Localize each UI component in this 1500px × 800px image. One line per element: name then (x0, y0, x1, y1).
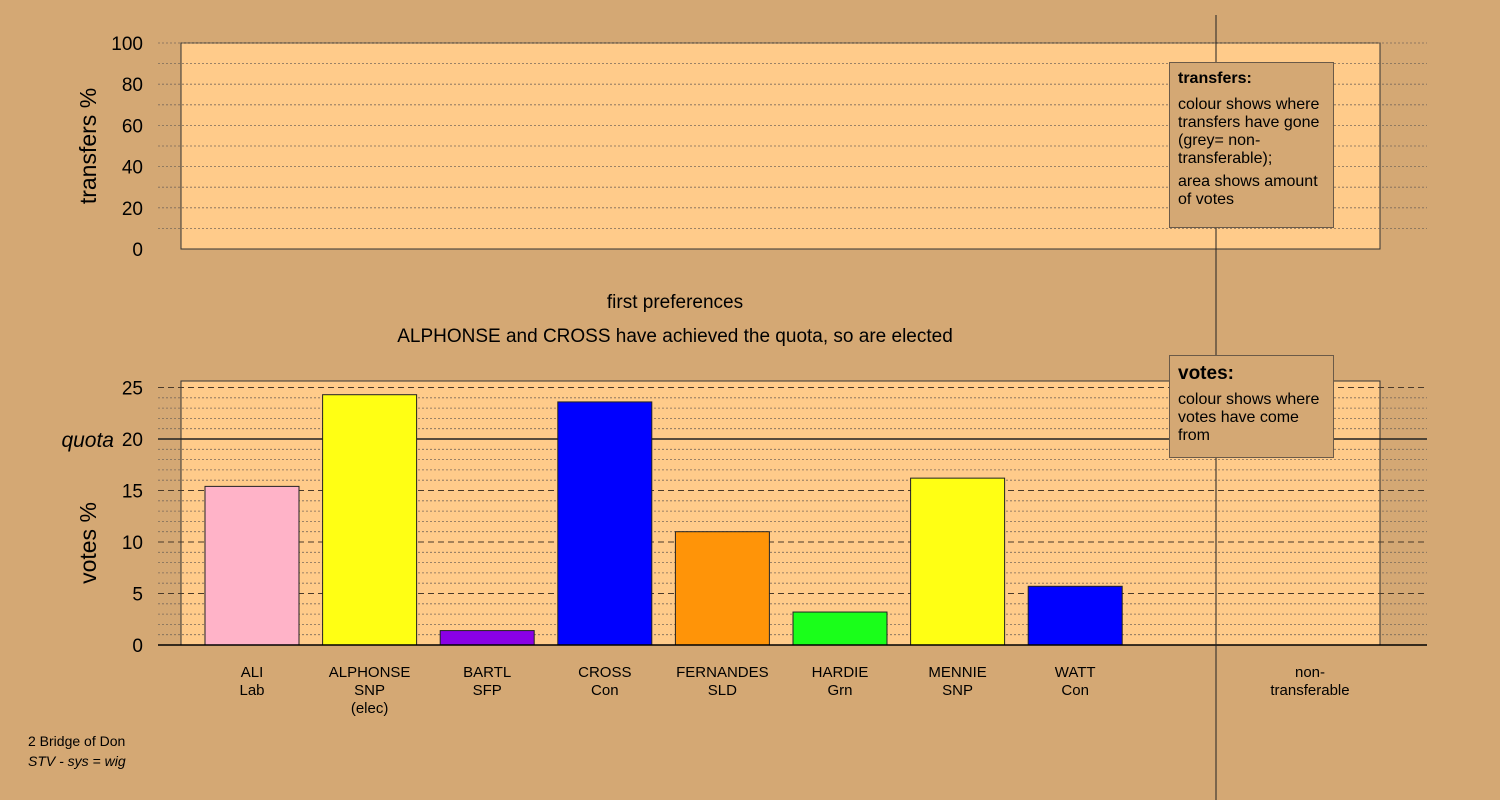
bar-fernandes (674, 531, 770, 646)
candidate-party-label: Con (591, 682, 619, 699)
votes-y-tick-label: 10 (122, 533, 143, 554)
nontransferable-label: transferable (1270, 682, 1349, 699)
quota-label: quota (61, 429, 114, 452)
candidate-name-label: WATT (1055, 664, 1096, 681)
transfers-y-axis-label: transfers % (75, 88, 101, 204)
candidate-name-label: BARTL (463, 664, 511, 681)
bar-ali (204, 485, 300, 646)
election-message: ALPHONSE and CROSS have achieved the quo… (397, 326, 953, 347)
transfers-y-tick-label: 60 (122, 116, 143, 137)
candidate-name-label: CROSS (578, 664, 631, 681)
votes-y-tick-label: 5 (132, 585, 143, 606)
bar-mennie (910, 477, 1006, 646)
transfers-y-tick-label: 80 (122, 75, 143, 96)
nontransferable-label: non- (1295, 664, 1325, 681)
transfers-y-tick-label: 100 (111, 34, 143, 55)
votes-y-tick-label: 0 (132, 636, 143, 657)
candidate-name-label: ALPHONSE (329, 664, 411, 681)
bar-watt (1027, 585, 1123, 646)
votes-legend: votes: colour shows where votes have com… (1169, 355, 1334, 458)
votes-y-tick-label: 20 (122, 430, 143, 451)
candidate-name-label: HARDIE (812, 664, 869, 681)
candidate-party-label: Con (1061, 682, 1089, 699)
candidate-party-label: SFP (473, 682, 502, 699)
votes-y-axis-label: votes % (75, 502, 101, 584)
transfers-y-tick-label: 40 (122, 158, 143, 179)
votes-y-tick-label: 15 (122, 482, 143, 503)
bar-bartl (439, 630, 535, 646)
footer: 2 Bridge of Don STV - sys = wig (28, 731, 126, 771)
candidate-party-label: SLD (708, 682, 737, 699)
candidate-name-label: FERNANDES (676, 664, 769, 681)
votes-legend-title: votes: (1178, 363, 1234, 384)
transfers-legend-area-text: area shows amount of votes (1178, 173, 1318, 208)
candidate-name-label: ALI (241, 664, 264, 681)
bar-alphonse (322, 394, 418, 646)
voting-system: STV - sys = wig (28, 753, 126, 769)
candidate-party-label: SNP (354, 682, 385, 699)
candidate-party-label: Grn (827, 682, 852, 699)
transfers-legend-title: transfers: (1178, 70, 1252, 87)
bar-hardie (792, 611, 888, 646)
candidate-name-label: MENNIE (928, 664, 986, 681)
votes-legend-text: colour shows where votes have come from (1178, 391, 1320, 444)
transfers-y-tick-label: 20 (122, 199, 143, 220)
transfers-y-tick-label: 0 (132, 240, 143, 261)
transfers-legend: transfers: colour shows where transfers … (1169, 62, 1334, 228)
candidate-party-label: SNP (942, 682, 973, 699)
candidate-party-label: Lab (239, 682, 264, 699)
votes-y-tick-label: 25 (122, 379, 143, 400)
transfers-legend-text: colour shows where transfers have gone (… (1178, 96, 1320, 167)
candidate-status-label: (elec) (351, 700, 389, 717)
bar-cross (557, 401, 653, 646)
stage-label: first preferences (607, 292, 743, 313)
ward-name: 2 Bridge of Don (28, 733, 126, 749)
